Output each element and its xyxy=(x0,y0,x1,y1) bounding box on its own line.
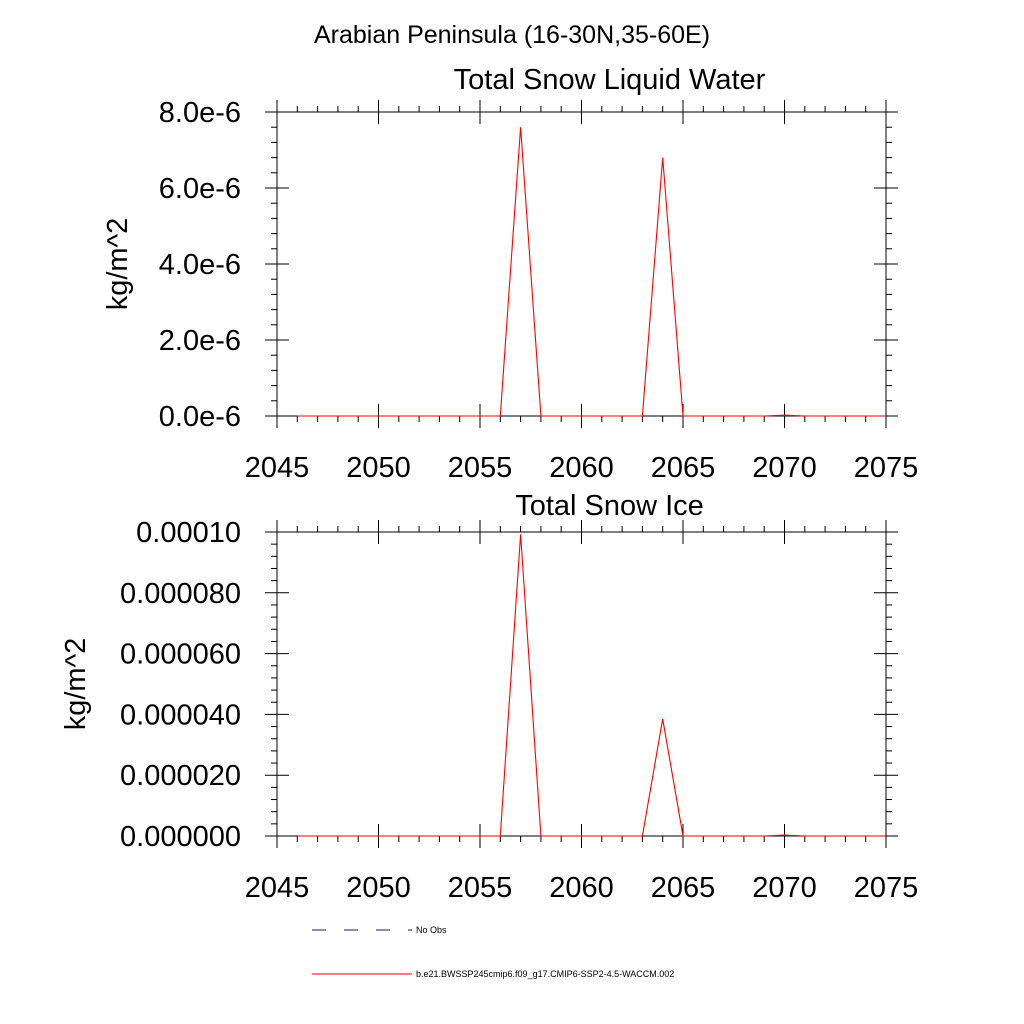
y-tick-label: 0.000020 xyxy=(120,760,241,792)
x-tick-label: 2060 xyxy=(549,452,614,484)
chart-panel-snow-ice: Total Snow Ice kg/m^2 2045 2050 2055 2060 2065… xyxy=(60,490,918,904)
y-axis-label: kg/m^2 xyxy=(60,638,92,731)
x-tick-label: 2075 xyxy=(854,452,919,484)
plot-frame xyxy=(276,531,887,837)
y-tick-label: 0.00010 xyxy=(136,517,241,549)
y-tick-label: 0.0e-6 xyxy=(159,401,241,433)
x-tick-label: 2050 xyxy=(346,872,411,904)
x-tick-label: 2065 xyxy=(651,872,716,904)
chart-title: Total Snow Ice xyxy=(515,490,704,522)
x-tick-label: 2070 xyxy=(752,452,817,484)
y-tick-label: 0.000040 xyxy=(120,699,241,731)
y-axis-label: kg/m^2 xyxy=(102,218,134,311)
y-tick-label: 0.000060 xyxy=(120,639,241,671)
y-tick-label: 4.0e-6 xyxy=(159,249,241,281)
x-tick-label: 2055 xyxy=(448,452,513,484)
chart-title: Total Snow Liquid Water xyxy=(454,64,766,96)
x-tick-label: 2065 xyxy=(651,452,716,484)
y-tick-label: 8.0e-6 xyxy=(159,97,241,129)
x-tick-label: 2045 xyxy=(245,452,310,484)
y-tick-label: 6.0e-6 xyxy=(159,173,241,205)
x-tick-label: 2070 xyxy=(752,872,817,904)
x-tick-label: 2060 xyxy=(549,872,614,904)
y-tick-label: 2.0e-6 xyxy=(159,325,241,357)
series-line xyxy=(297,534,886,837)
y-tick-label: 0.000000 xyxy=(120,821,241,853)
legend-entry-model-run: b.e21.BWSSP245cmip6.f09_g17.CMIP6-SSP2-4… xyxy=(312,969,674,979)
x-tick-label: 2055 xyxy=(448,872,513,904)
legend: No Obs b.e21.BWSSP245cmip6.f09_g17.CMIP6… xyxy=(312,925,674,979)
x-tick-label: 2045 xyxy=(245,872,310,904)
figure-title: Arabian Peninsula (16-30N,35-60E) xyxy=(314,21,710,49)
x-tick-label: 2050 xyxy=(346,452,411,484)
y-tick-label: 0.000080 xyxy=(120,578,241,610)
legend-entry-no-obs: No Obs xyxy=(312,925,447,935)
plot-frame xyxy=(276,111,887,417)
series-line xyxy=(297,127,886,417)
chart-panel-snow-liquid-water: Total Snow Liquid Water kg/m^2 2045 2050 205… xyxy=(102,64,918,484)
legend-label-no-obs: No Obs xyxy=(416,925,447,935)
x-tick-label: 2075 xyxy=(854,872,919,904)
legend-label-model-run: b.e21.BWSSP245cmip6.f09_g17.CMIP6-SSP2-4… xyxy=(416,969,674,979)
